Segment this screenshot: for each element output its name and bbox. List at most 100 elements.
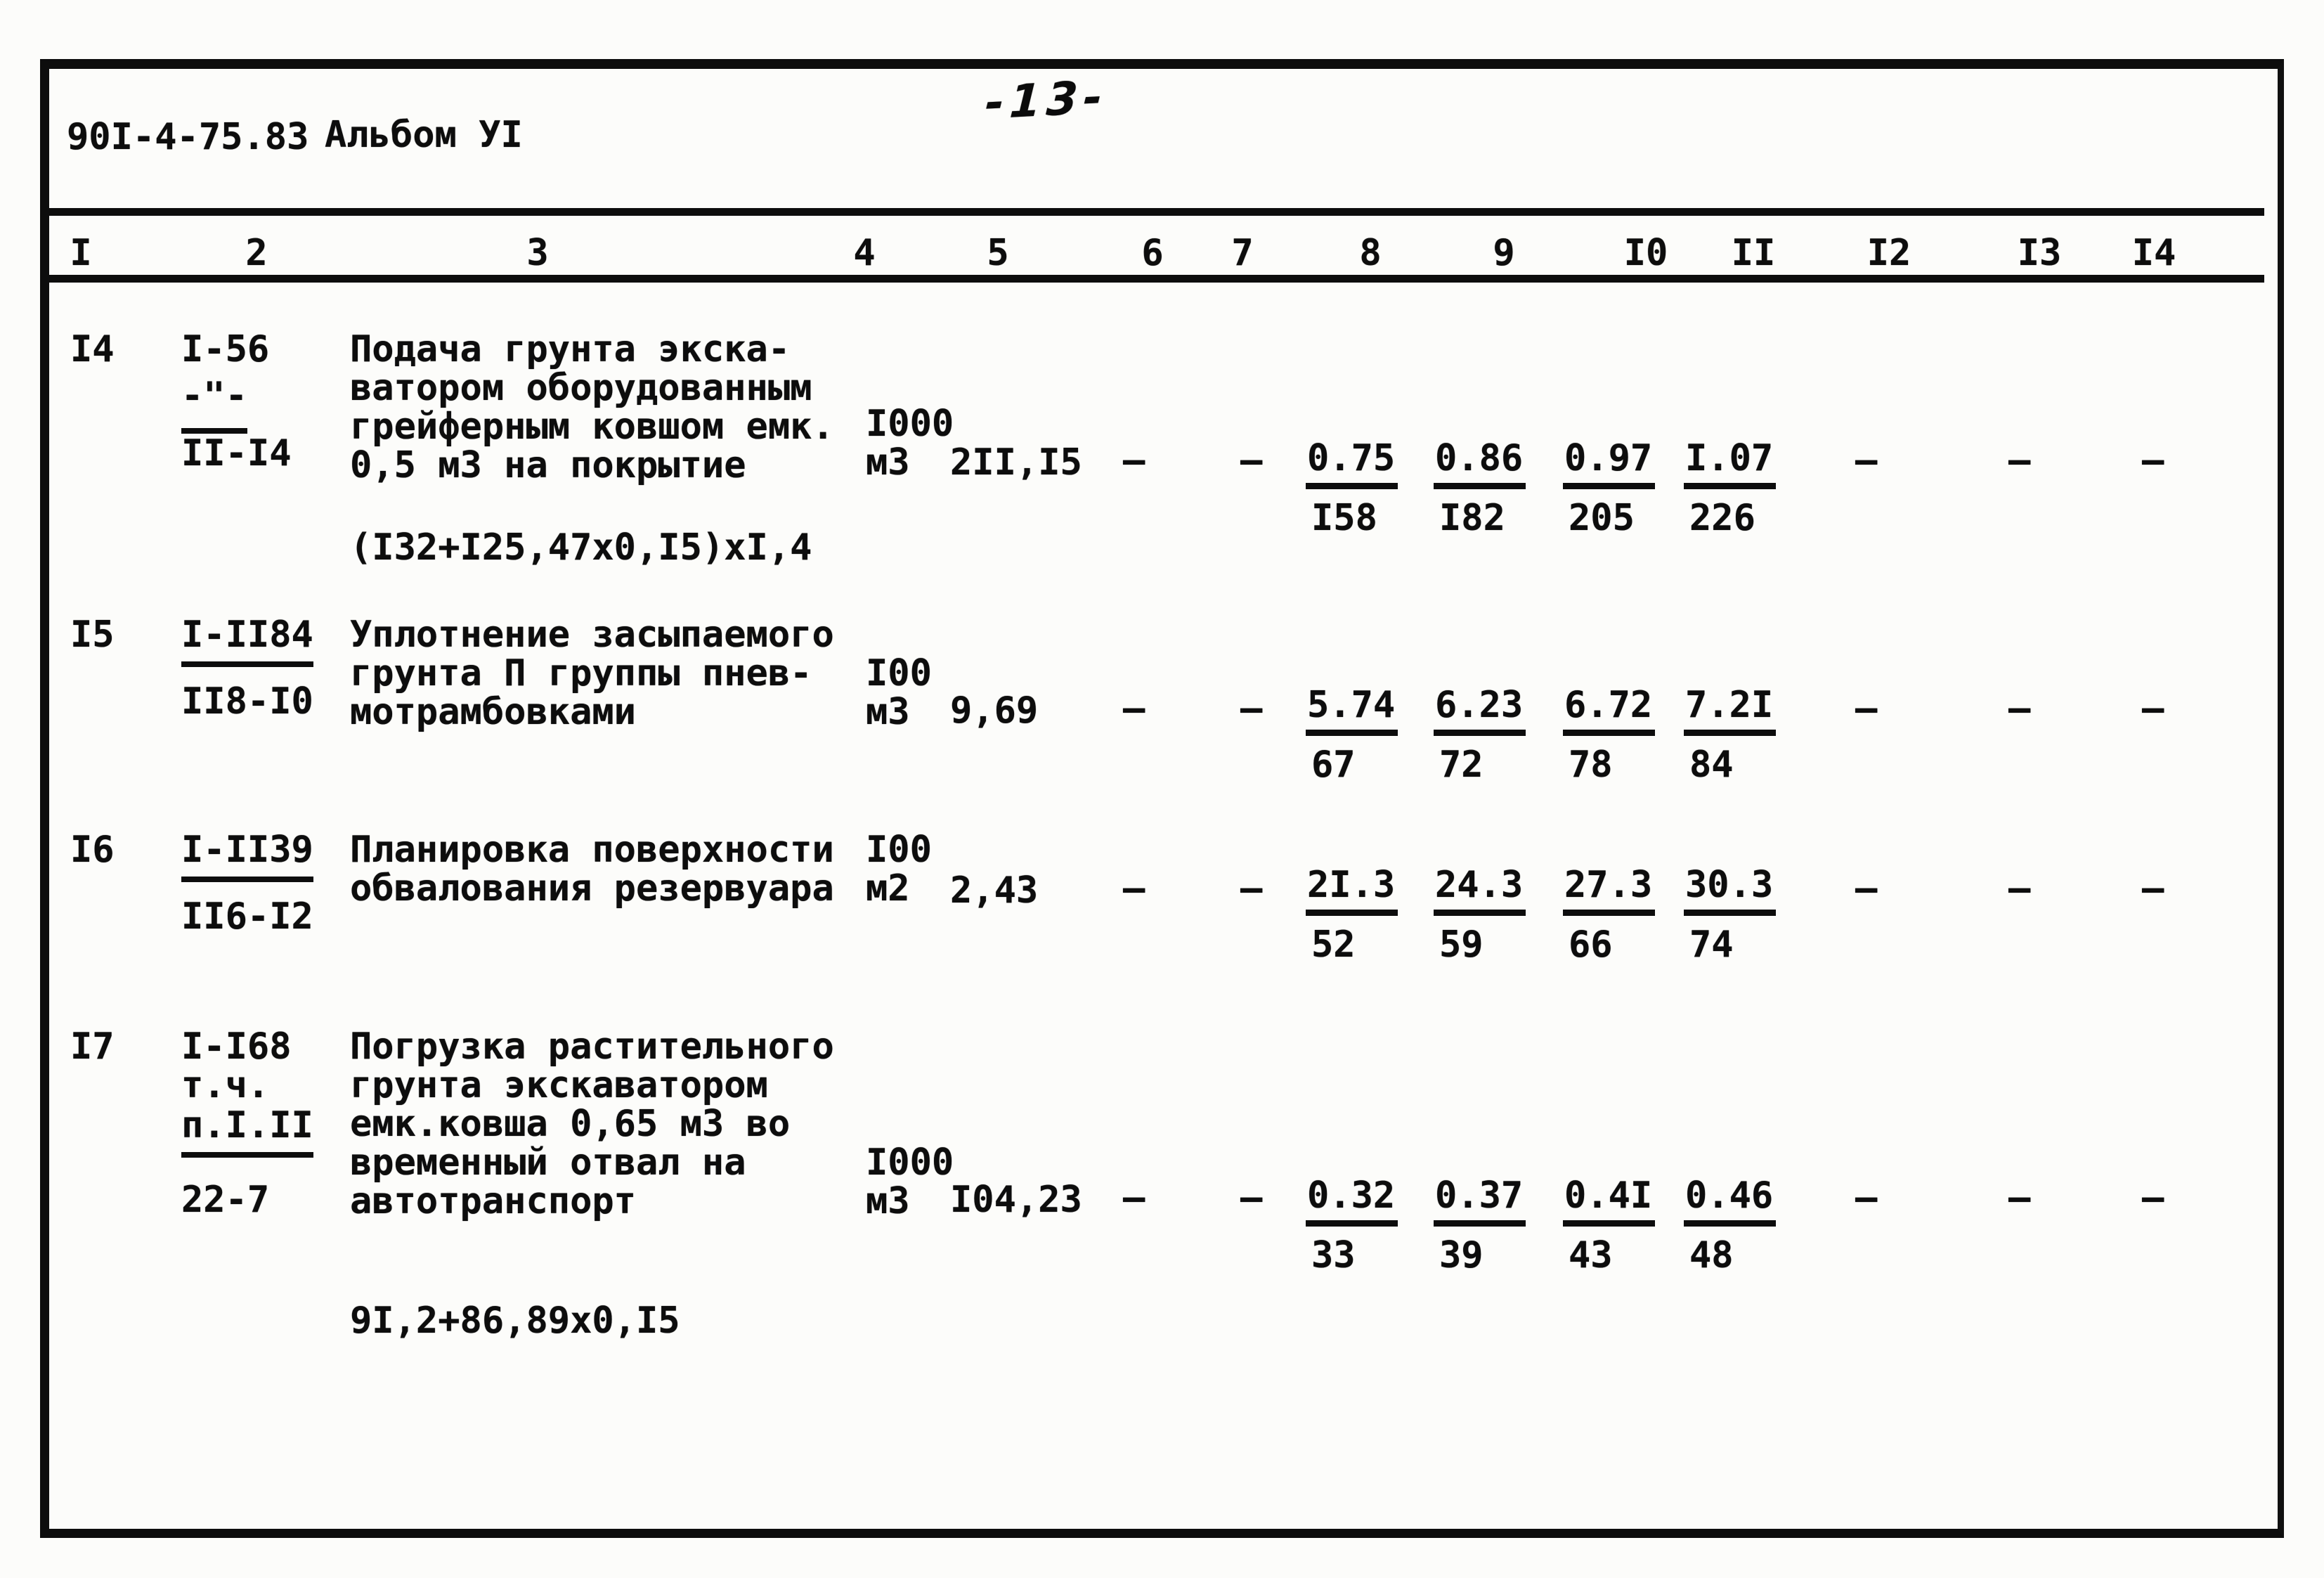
rate-fraction: 0.4I 43 — [1563, 1177, 1656, 1275]
rate-fraction: 0.32 33 — [1306, 1177, 1398, 1275]
unit-line: м3 — [866, 1180, 910, 1222]
dash-col6: – — [1123, 439, 1145, 481]
description-line: временный отвал на — [350, 1142, 746, 1184]
rate-fraction: 6.72 78 — [1563, 686, 1656, 784]
description-line: грейферным ковшом емк. — [350, 406, 834, 448]
row-number: I4 — [70, 328, 115, 370]
col-header-1: I — [70, 232, 92, 274]
dash-col14: – — [2142, 1177, 2164, 1219]
rate-fraction: 24.3 59 — [1434, 866, 1526, 964]
description-line: обвалования резервуара — [350, 867, 834, 910]
rate-fraction: 2I.3 52 — [1306, 866, 1398, 964]
calc-formula: 9I,2+86,89x0,I5 — [350, 1300, 680, 1342]
rate-fraction: 0.46 48 — [1684, 1177, 1777, 1275]
code-line: II8-I0 — [181, 680, 313, 723]
dash-col6: – — [1123, 687, 1145, 730]
rate-fraction: 0.97 205 — [1563, 439, 1656, 538]
col-header-6: 6 — [1141, 232, 1164, 274]
unit-line: I000 — [866, 403, 954, 445]
row-number: I6 — [70, 829, 115, 871]
dash-col12: – — [1855, 687, 1878, 730]
page-border-frame — [40, 59, 2284, 1538]
description-line: Планировка поверхности — [350, 829, 834, 871]
dash-col6: – — [1123, 1177, 1145, 1219]
description-line: ватором оборудованным — [350, 367, 812, 409]
ditto-mark: -"- — [181, 375, 247, 434]
col-header-5: 5 — [987, 232, 1009, 274]
unit-line: I00 — [866, 652, 932, 694]
rate-fraction: 0.86 I82 — [1434, 439, 1526, 538]
rate-fraction: 27.3 66 — [1563, 866, 1656, 964]
rate-fraction: 30.3 74 — [1684, 866, 1777, 964]
dash-col7: – — [1240, 439, 1263, 481]
col-header-4: 4 — [853, 232, 876, 274]
quantity-value: 2II,I5 — [950, 441, 1082, 484]
col-header-13: I3 — [2017, 232, 2062, 274]
dash-col7: – — [1240, 867, 1263, 910]
rate-fraction: I.07 226 — [1684, 439, 1777, 538]
col-header-8: 8 — [1359, 232, 1382, 274]
rate-fraction: 7.2I 84 — [1684, 686, 1777, 784]
description-line: грунта П группы пнев- — [350, 652, 812, 694]
code-line: I-II84 — [181, 614, 313, 667]
table-top-rule — [44, 208, 2264, 216]
dash-col12: – — [1855, 1177, 1878, 1219]
quantity-value: I04,23 — [950, 1179, 1082, 1221]
unit-line: I000 — [866, 1142, 954, 1184]
col-header-11: II — [1731, 232, 1776, 274]
dash-col14: – — [2142, 687, 2164, 730]
unit-line: м3 — [866, 441, 910, 484]
unit-line: I00 — [866, 829, 932, 871]
code-line: I-II39 — [181, 829, 313, 882]
col-header-7: 7 — [1231, 232, 1254, 274]
dash-col13: – — [2008, 867, 2031, 910]
code-line: п.I.II — [181, 1104, 313, 1158]
description-line: 0,5 м3 на покрытие — [350, 444, 746, 486]
dash-col14: – — [2142, 867, 2164, 910]
description-line: автотранспорт — [350, 1180, 636, 1222]
calc-formula: (I32+I25,47x0,I5)xI,4 — [350, 526, 812, 569]
dash-col7: – — [1240, 687, 1263, 730]
description-line: Подача грунта экска- — [350, 328, 791, 370]
unit-line: м2 — [866, 867, 910, 910]
dash-col6: – — [1123, 867, 1145, 910]
description-line: Погрузка растительного — [350, 1026, 834, 1068]
description-line: емк.ковша 0,65 м3 во — [350, 1103, 791, 1145]
col-header-10: I0 — [1623, 232, 1668, 274]
col-header-9: 9 — [1493, 232, 1515, 274]
code-line: II-I4 — [181, 432, 292, 474]
code-line: I-I68 — [181, 1026, 292, 1068]
description-line: грунта экскаватором — [350, 1064, 768, 1106]
dash-col13: – — [2008, 439, 2031, 481]
table-header-rule — [44, 275, 2264, 283]
album-label: Альбом УI — [325, 114, 523, 156]
quantity-value: 2,43 — [950, 869, 1039, 912]
rate-fraction: 0.37 39 — [1434, 1177, 1526, 1275]
col-header-2: 2 — [245, 232, 268, 274]
rate-fraction: 0.75 I58 — [1306, 439, 1398, 538]
description-line: Уплотнение засыпаемого — [350, 614, 834, 656]
col-header-3: 3 — [526, 232, 549, 274]
col-header-12: I2 — [1867, 232, 1911, 274]
dash-col12: – — [1855, 867, 1878, 910]
unit-line: м3 — [866, 691, 910, 733]
quantity-value: 9,69 — [950, 690, 1039, 732]
rate-fraction: 5.74 67 — [1306, 686, 1398, 784]
code-line: 22-7 — [181, 1179, 270, 1221]
dash-col13: – — [2008, 1177, 2031, 1219]
dash-col14: – — [2142, 439, 2164, 481]
row-number: I5 — [70, 614, 115, 656]
code-line: II6-I2 — [181, 895, 313, 938]
description-line: мотрамбовками — [350, 691, 636, 733]
dash-col12: – — [1855, 439, 1878, 481]
code-line: I-56 — [181, 328, 270, 370]
dash-col7: – — [1240, 1177, 1263, 1219]
col-header-14: I4 — [2131, 232, 2176, 274]
rate-fraction: 6.23 72 — [1434, 686, 1526, 784]
handwritten-page-number: -13- — [984, 71, 1110, 130]
row-number: I7 — [70, 1026, 115, 1068]
dash-col13: – — [2008, 687, 2031, 730]
code-line: т.ч. — [181, 1064, 270, 1106]
doc-number: 90I-4-75.83 — [67, 116, 309, 158]
